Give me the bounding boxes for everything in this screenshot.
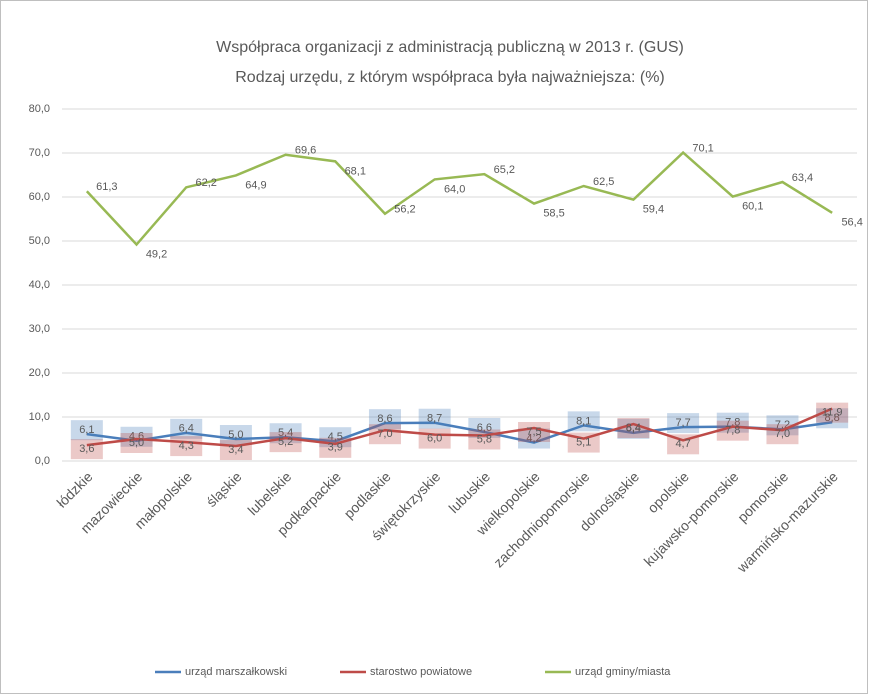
value-label: 7,5 xyxy=(526,426,541,438)
value-label: 7,7 xyxy=(675,417,690,429)
value-label: 6,1 xyxy=(79,424,94,436)
y-tick-label: 80,0 xyxy=(29,103,50,115)
value-label-box xyxy=(120,426,153,447)
value-label-box xyxy=(518,428,551,449)
value-label: 65,2 xyxy=(494,164,515,176)
value-label-box xyxy=(219,440,252,461)
series-line xyxy=(86,407,833,448)
value-label: 58,5 xyxy=(543,208,564,220)
value-label-box xyxy=(368,424,401,445)
value-label-box xyxy=(70,420,103,441)
y-tick-label: 20,0 xyxy=(29,367,50,379)
value-label-box xyxy=(567,411,600,432)
legend-label: urząd marszałkowski xyxy=(185,666,287,678)
value-label: 4,3 xyxy=(179,440,194,452)
value-label: 7,8 xyxy=(725,417,740,429)
value-label-box xyxy=(617,418,650,439)
value-label-box xyxy=(716,420,749,441)
y-tick-label: 0,0 xyxy=(35,455,50,467)
value-label-box xyxy=(319,437,352,458)
series-line xyxy=(86,421,833,444)
value-label: 60,1 xyxy=(742,200,763,212)
value-label: 6,4 xyxy=(179,423,194,435)
value-label-box xyxy=(120,433,153,453)
value-label-box xyxy=(418,428,451,449)
value-label-box xyxy=(468,417,501,438)
value-label: 3,6 xyxy=(79,443,94,455)
value-label-box xyxy=(667,413,700,434)
value-label-box xyxy=(368,409,401,430)
value-label: 4,2 xyxy=(526,432,541,444)
value-label-box xyxy=(816,402,849,423)
value-label: 62,5 xyxy=(593,176,614,188)
y-tick-label: 50,0 xyxy=(29,235,50,247)
value-label-box xyxy=(219,425,252,445)
value-label: 3,4 xyxy=(228,444,243,456)
value-label: 8,6 xyxy=(377,413,392,425)
value-label: 64,0 xyxy=(444,183,465,195)
value-label: 64,9 xyxy=(245,179,266,191)
value-label: 5,0 xyxy=(228,429,243,441)
value-label: 3,9 xyxy=(328,442,343,454)
value-label: 69,6 xyxy=(295,145,316,157)
value-label: 5,2 xyxy=(278,436,293,448)
value-label: 59,4 xyxy=(643,204,664,216)
value-label: 5,0 xyxy=(129,437,144,449)
value-label-box xyxy=(418,408,451,429)
value-label: 5,8 xyxy=(477,433,492,445)
value-label: 61,3 xyxy=(96,181,117,193)
value-label-box xyxy=(468,429,501,450)
value-label-box xyxy=(667,434,700,455)
y-tick-label: 10,0 xyxy=(29,411,50,423)
value-label-box xyxy=(269,432,302,453)
value-label: 70,1 xyxy=(692,142,713,154)
y-tick-label: 70,0 xyxy=(29,147,50,159)
value-label: 5,1 xyxy=(576,436,591,448)
value-label-box xyxy=(567,432,600,453)
value-label: 8,4 xyxy=(626,422,641,434)
value-label: 63,4 xyxy=(792,172,813,184)
y-tick-label: 30,0 xyxy=(29,323,50,335)
value-label: 49,2 xyxy=(146,248,167,260)
legend-label: starostwo powiatowe xyxy=(370,666,472,678)
value-label: 8,7 xyxy=(427,413,442,425)
value-label: 6,0 xyxy=(427,433,442,445)
value-label: 6,6 xyxy=(477,422,492,434)
value-label: 5,4 xyxy=(278,427,293,439)
value-label: 7,8 xyxy=(725,425,740,437)
value-label: 7,0 xyxy=(775,428,790,440)
value-label-box xyxy=(170,436,203,457)
chart-subtitle: Rodzaj urzędu, z którym współpraca była … xyxy=(235,69,665,86)
y-tick-label: 60,0 xyxy=(29,191,50,203)
value-label: 8,8 xyxy=(825,412,840,424)
legend-label: urząd gminy/miasta xyxy=(575,666,671,678)
value-label: 56,4 xyxy=(841,217,862,229)
value-label: 56,2 xyxy=(394,204,415,216)
value-label: 62,2 xyxy=(196,177,217,189)
value-label: 7,0 xyxy=(377,428,392,440)
y-tick-label: 40,0 xyxy=(29,279,50,291)
value-label: 4,7 xyxy=(675,438,690,450)
value-label-box xyxy=(170,418,203,439)
value-label: 4,5 xyxy=(328,431,343,443)
chart-title: Współpraca organizacji z administracją p… xyxy=(216,39,684,56)
value-label: 8,1 xyxy=(576,415,591,427)
value-label-box xyxy=(617,418,650,439)
value-label-box xyxy=(70,439,103,460)
value-label-box xyxy=(766,424,799,445)
value-label: 11,9 xyxy=(822,407,843,419)
value-label-box xyxy=(518,422,551,442)
series-line xyxy=(85,150,833,247)
value-label: 68,1 xyxy=(345,165,366,177)
